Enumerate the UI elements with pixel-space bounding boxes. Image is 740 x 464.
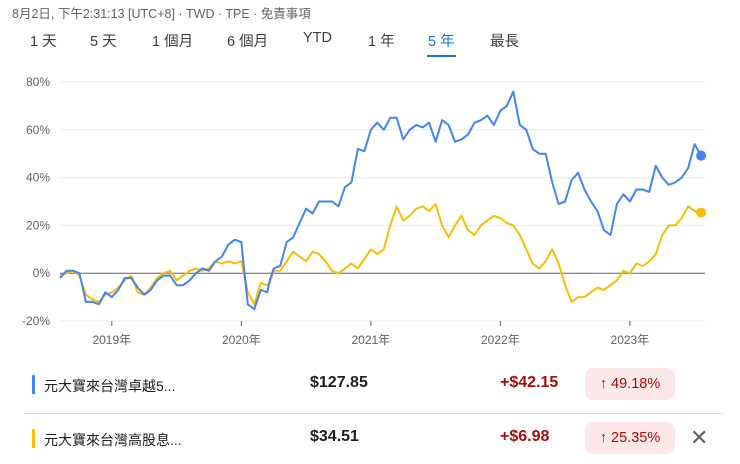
series-change: +$6.98 — [500, 428, 550, 445]
series-end-point — [696, 207, 707, 218]
tab-1-year[interactable]: 1 年 — [368, 34, 395, 50]
x-tick-label: 2021年 — [351, 333, 390, 347]
x-tick-label: 2020年 — [222, 333, 261, 347]
tab-6-month[interactable]: 6 個月 — [227, 34, 269, 50]
legend-row[interactable]: 元大寶來台灣高股息... $34.51 +$6.98 ↑ 25.35% ✕ — [0, 418, 740, 462]
series-price: $127.85 — [310, 374, 368, 391]
y-tick-label: -20% — [22, 314, 50, 328]
tab-5-year[interactable]: 5 年 — [427, 30, 456, 57]
y-tick-label: 20% — [26, 218, 50, 232]
tab-5-day[interactable]: 5 天 — [90, 34, 117, 50]
time-range-tabs: 1 天 5 天 1 個月 6 個月 YTD 1 年 5 年 最長 — [0, 30, 740, 57]
series-change: +$42.15 — [500, 374, 559, 391]
y-tick-label: 60% — [26, 123, 50, 137]
y-tick-label: 40% — [26, 171, 50, 185]
price-chart[interactable]: -20% 0% 20% 40% 60% 80% 2019年 2020年 2021年 2022年 20… — [0, 62, 740, 357]
y-tick-label: 0% — [33, 266, 51, 280]
y-tick-label: 80% — [26, 75, 50, 89]
tab-1-month[interactable]: 1 個月 — [152, 34, 194, 50]
tab-max[interactable]: 最長 — [490, 34, 519, 50]
close-icon[interactable]: ✕ — [690, 425, 709, 450]
x-tick-label: 2019年 — [92, 333, 131, 347]
tab-1-day[interactable]: 1 天 — [30, 34, 57, 50]
series-name: 元大寶來台灣卓越5... — [44, 378, 176, 394]
series-color-marker — [32, 375, 35, 394]
series-line — [59, 90, 702, 311]
series-color-marker — [32, 429, 35, 448]
x-tick-label: 2023年 — [611, 333, 650, 347]
series-percent-badge: ↑ 25.35% — [585, 422, 675, 454]
series-end-point — [696, 150, 707, 161]
series-name: 元大寶來台灣高股息... — [44, 432, 182, 448]
series-line — [59, 202, 702, 306]
series-percent-badge: ↑ 49.18% — [585, 368, 675, 400]
tab-ytd[interactable]: YTD — [303, 30, 332, 46]
series-price: $34.51 — [310, 428, 359, 445]
divider — [24, 413, 724, 414]
x-tick-label: 2022年 — [481, 333, 520, 347]
quote-meta: 8月2日, 下午2:31:13 [UTC+8] · TWD · TPE · 免責… — [12, 7, 311, 21]
legend-row[interactable]: 元大寶來台灣卓越5... $127.85 +$42.15 ↑ 49.18% — [0, 364, 740, 408]
